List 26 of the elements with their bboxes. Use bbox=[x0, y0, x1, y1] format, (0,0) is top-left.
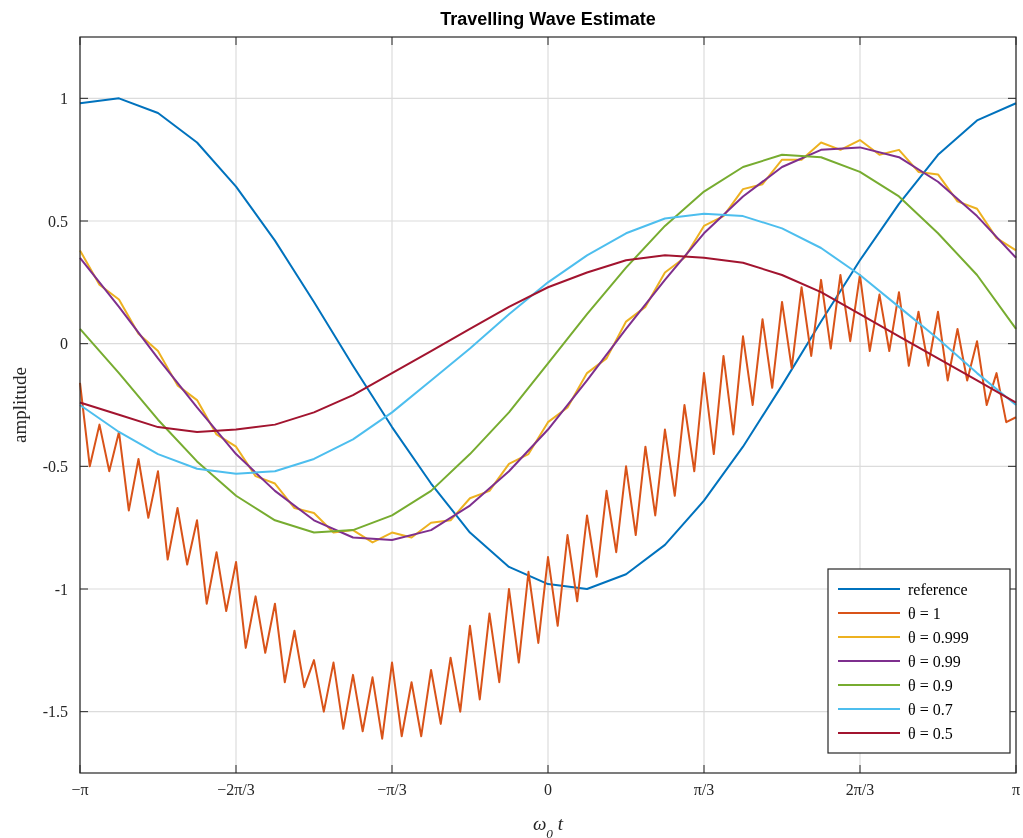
line-series bbox=[79, 254, 1017, 433]
x-tick-label: π bbox=[1011, 781, 1021, 798]
x-tick-label: 0 bbox=[544, 781, 552, 798]
x-tick-label: π/3 bbox=[693, 781, 715, 798]
y-tick-label: 1 bbox=[60, 89, 68, 107]
y-axis-title: amplitude bbox=[9, 367, 30, 443]
x-tick-label: −π bbox=[71, 781, 89, 798]
legend-label: θ = 0.7 bbox=[908, 700, 953, 718]
legend-label: θ = 0.99 bbox=[908, 652, 961, 670]
y-tick-label: 0.5 bbox=[48, 212, 68, 230]
line-series bbox=[79, 212, 1017, 475]
legend-label: θ = 0.5 bbox=[908, 724, 953, 742]
legend-label: θ = 0.999 bbox=[908, 628, 969, 646]
y-tick-label: 0 bbox=[60, 335, 68, 353]
legend-label: θ = 0.9 bbox=[908, 676, 953, 694]
y-tick-label: -0.5 bbox=[42, 457, 68, 475]
legend-label: reference bbox=[908, 580, 968, 598]
x-tick-label: −π/3 bbox=[377, 781, 407, 798]
y-tick-label: -1.5 bbox=[42, 703, 68, 721]
legend-label: θ = 1 bbox=[908, 604, 941, 622]
y-tick-label: -1 bbox=[54, 580, 68, 598]
x-tick-label: 2π/3 bbox=[845, 781, 875, 798]
x-axis-title: ω$_{0}$t bbox=[532, 813, 564, 838]
line-series bbox=[79, 273, 1017, 740]
chart-title: Travelling Wave Estimate bbox=[440, 9, 656, 29]
x-tick-label: −2π/3 bbox=[217, 781, 255, 798]
